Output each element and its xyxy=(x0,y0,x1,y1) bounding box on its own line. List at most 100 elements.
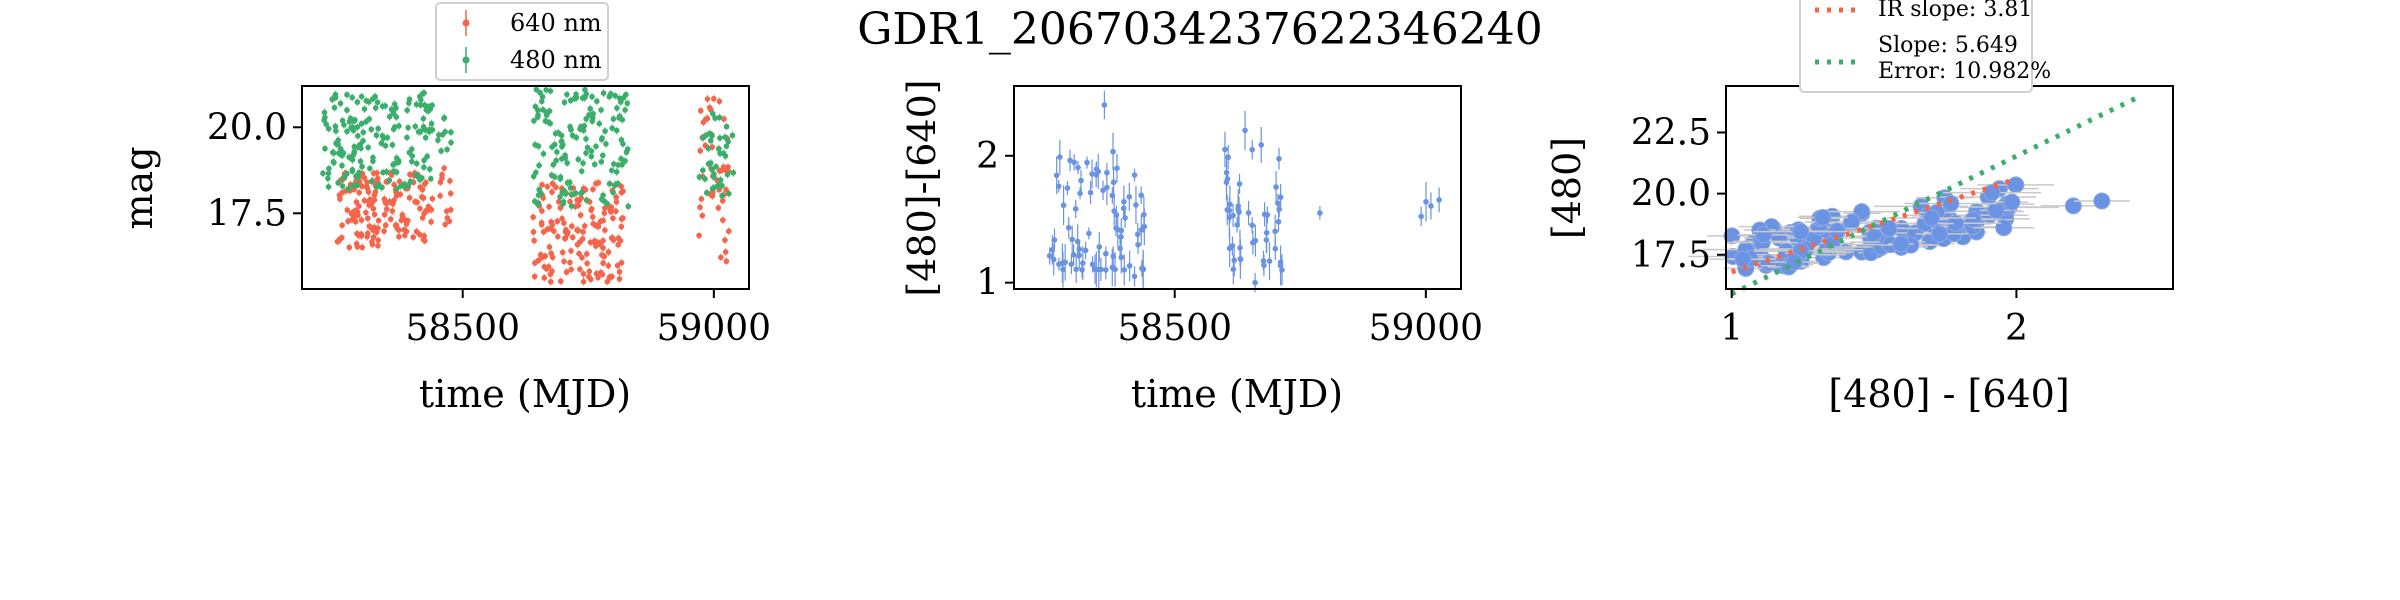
point-480nm xyxy=(353,173,359,179)
point-480nm xyxy=(615,162,621,168)
point-480nm xyxy=(583,136,589,142)
point-480nm xyxy=(349,94,356,101)
point-color xyxy=(1423,198,1429,205)
point-color xyxy=(1245,210,1252,216)
legend-480-label: 480 nm xyxy=(510,46,602,74)
point-480nm xyxy=(710,185,717,191)
point-480nm xyxy=(583,90,590,97)
point-640nm xyxy=(616,276,623,282)
point-480nm xyxy=(610,189,616,196)
point-640nm xyxy=(578,195,584,201)
point-480nm xyxy=(579,95,586,101)
point-640nm xyxy=(613,208,619,215)
color-magnitude-legend: IR slope: 3.81 Slope: 5.649 Error: 10.98… xyxy=(1799,0,2051,93)
point-480nm xyxy=(580,127,587,134)
point-640nm xyxy=(392,222,399,229)
point-640nm xyxy=(420,195,427,201)
point-480nm xyxy=(325,184,332,190)
point-480nm xyxy=(703,132,709,138)
point-480nm xyxy=(599,152,606,159)
figure-title: GDR1_2067034237622346240 xyxy=(857,4,1542,55)
point-640nm xyxy=(538,219,545,226)
point-640nm xyxy=(559,249,566,256)
point-640nm xyxy=(337,196,343,202)
point-480nm xyxy=(540,151,547,157)
point-color xyxy=(1138,192,1144,199)
point-640nm xyxy=(365,215,371,222)
point-640nm xyxy=(363,209,369,216)
point-640nm xyxy=(530,214,536,220)
point-480nm xyxy=(363,119,369,125)
point-480nm xyxy=(358,93,365,100)
point-color xyxy=(1252,279,1258,286)
point-480nm xyxy=(375,125,382,132)
point-color xyxy=(1272,245,1279,252)
point-480nm xyxy=(613,169,620,175)
point-cmd xyxy=(1880,220,1898,238)
light-curve-legend: 640 nm 480 nm xyxy=(435,2,609,81)
point-480nm xyxy=(384,134,391,141)
point-480nm xyxy=(539,93,546,100)
point-640nm xyxy=(531,237,537,244)
point-480nm xyxy=(367,165,373,172)
point-480nm xyxy=(374,99,381,106)
point-color xyxy=(1049,247,1056,253)
point-480nm xyxy=(354,144,361,150)
point-640nm xyxy=(605,262,612,269)
point-color xyxy=(1103,267,1109,273)
point-640nm xyxy=(383,206,390,212)
point-640nm xyxy=(361,174,368,181)
point-640nm xyxy=(549,268,555,275)
point-480nm xyxy=(392,160,398,167)
point-640nm xyxy=(586,268,593,275)
point-480nm xyxy=(394,185,400,192)
point-480nm xyxy=(598,136,605,143)
point-480nm xyxy=(389,142,396,148)
point-640nm xyxy=(618,189,625,196)
point-480nm xyxy=(543,112,550,118)
point-480nm xyxy=(350,118,357,124)
point-480nm xyxy=(540,107,546,113)
point-480nm xyxy=(557,193,563,200)
point-480nm xyxy=(535,112,541,118)
point-640nm xyxy=(366,223,373,230)
color-magnitude|2-ytick-label: 22.5 xyxy=(1631,112,1711,153)
point-640nm xyxy=(569,234,576,241)
point-640nm xyxy=(561,258,567,265)
point-640nm xyxy=(711,95,717,102)
point-480nm xyxy=(408,146,415,152)
point-480nm xyxy=(625,203,632,210)
point-640nm xyxy=(614,262,621,269)
point-480nm xyxy=(337,100,344,107)
point-640nm xyxy=(535,257,542,264)
point-480nm xyxy=(390,126,397,132)
point-480nm xyxy=(617,99,624,105)
point-cmd xyxy=(1785,253,1803,271)
point-color xyxy=(1075,164,1081,171)
point-640nm xyxy=(567,259,573,266)
point-480nm xyxy=(413,101,420,108)
point-480nm xyxy=(349,166,356,173)
legend-640-marker xyxy=(462,19,470,27)
point-480nm xyxy=(370,96,376,102)
point-color xyxy=(1263,237,1270,243)
point-color xyxy=(1109,264,1116,271)
point-480nm xyxy=(614,180,621,187)
point-640nm xyxy=(356,232,362,239)
point-480nm xyxy=(386,113,393,120)
point-640nm xyxy=(356,189,362,196)
legend-ir-slope-label: IR slope: 3.81 xyxy=(1878,0,2032,22)
point-640nm xyxy=(530,229,537,235)
point-480nm xyxy=(325,170,332,177)
point-480nm xyxy=(535,143,542,149)
point-480nm xyxy=(622,158,628,164)
point-color xyxy=(1121,198,1127,205)
point-640nm xyxy=(548,250,555,257)
point-color xyxy=(1096,244,1103,250)
point-640nm xyxy=(583,251,590,257)
point-480nm xyxy=(580,160,586,166)
point-480nm xyxy=(398,183,404,189)
point-640nm xyxy=(344,207,351,213)
light-curve|0-ytick-label: 20.0 xyxy=(207,107,287,148)
point-640nm xyxy=(579,254,585,261)
